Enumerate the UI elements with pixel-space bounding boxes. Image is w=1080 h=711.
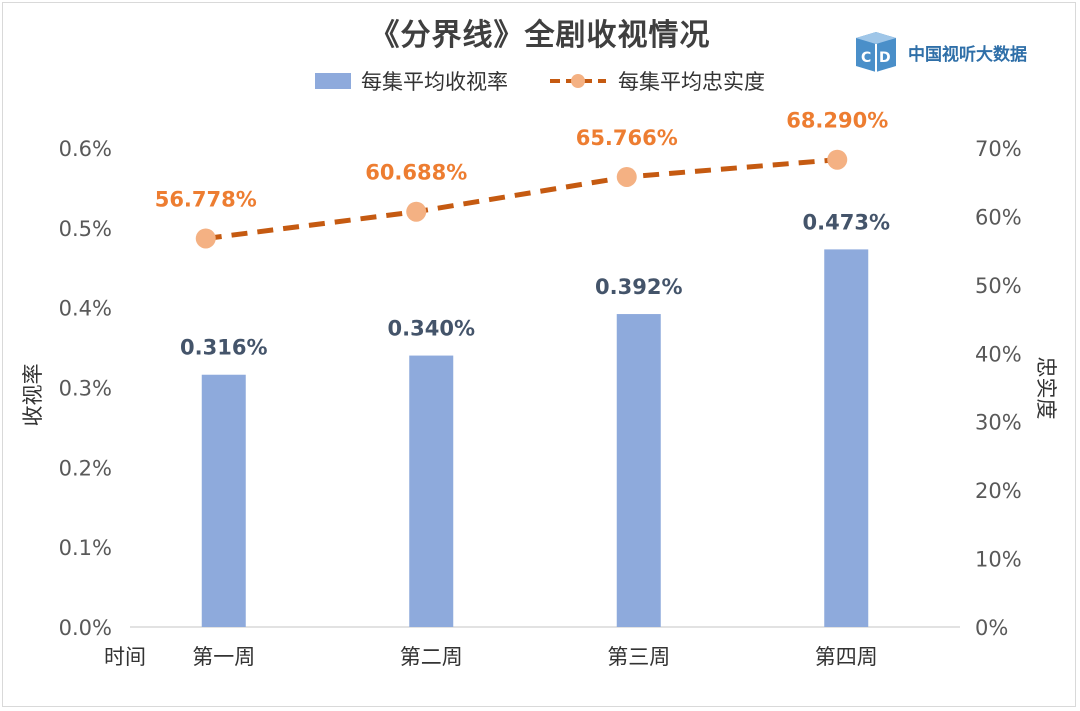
x-tick-label: 第一周 xyxy=(192,645,255,669)
legend-item-bar: 每集平均收视率 xyxy=(315,66,508,96)
bar-data-label: 0.392% xyxy=(595,275,682,299)
y-tick-label-right: 10% xyxy=(975,548,1022,572)
bar xyxy=(616,314,661,627)
bar-data-label: 0.316% xyxy=(180,336,267,360)
x-tick-label: 第四周 xyxy=(815,645,878,669)
line-marker xyxy=(195,228,216,249)
y-tick-label-left: 0.5% xyxy=(59,217,112,241)
bar xyxy=(824,249,869,627)
bar xyxy=(409,355,454,627)
bar-data-label: 0.473% xyxy=(803,210,890,234)
line-marker xyxy=(406,201,427,222)
y-tick-label-left: 0.2% xyxy=(59,456,112,480)
y-tick-label-right: 70% xyxy=(975,137,1022,161)
y-tick-label-left: 0.4% xyxy=(59,297,112,321)
line-data-label: 56.778% xyxy=(155,187,257,211)
chart-title: 《分界线》全剧收视情况 xyxy=(369,18,711,53)
line-data-label: 60.688% xyxy=(365,161,467,185)
svg-text:D: D xyxy=(879,50,891,66)
x-axis-title: 时间 xyxy=(104,645,146,669)
logo: C D 中国视听大数据 xyxy=(852,30,1027,74)
y-tick-label-left: 0.1% xyxy=(59,536,112,560)
line-marker xyxy=(616,166,637,187)
cdd-logo-icon: C D xyxy=(856,32,896,72)
x-tick-label: 第三周 xyxy=(607,645,670,669)
y-tick-label-left: 0.0% xyxy=(59,616,112,640)
legend-bar-swatch xyxy=(315,73,351,89)
svg-text:C: C xyxy=(861,50,871,66)
legend-line-label: 每集平均忠实度 xyxy=(618,70,765,94)
legend-line-swatch xyxy=(550,74,606,88)
y-tick-label-left: 0.6% xyxy=(59,137,112,161)
legend: 每集平均收视率 每集平均忠实度 xyxy=(0,66,1080,96)
y-tick-label-right: 0% xyxy=(975,616,1008,640)
y-tick-label-left: 0.3% xyxy=(59,377,112,401)
line-data-label: 65.766% xyxy=(576,126,678,150)
x-tick-label: 第二周 xyxy=(400,645,463,669)
y-tick-label-right: 60% xyxy=(975,205,1022,229)
y-tick-label-right: 50% xyxy=(975,274,1022,298)
y-tick-label-right: 20% xyxy=(975,479,1022,503)
logo-text: 中国视听大数据 xyxy=(908,44,1027,65)
y-tick-label-right: 30% xyxy=(975,411,1022,435)
line-data-label: 68.290% xyxy=(786,109,888,133)
legend-item-line: 每集平均忠实度 xyxy=(548,66,765,96)
y-tick-label-right: 40% xyxy=(975,342,1022,366)
line-marker xyxy=(827,149,848,170)
legend-bar-label: 每集平均收视率 xyxy=(361,70,508,94)
bar-data-label: 0.340% xyxy=(388,317,475,341)
bar xyxy=(201,374,246,627)
series-line xyxy=(205,157,838,241)
